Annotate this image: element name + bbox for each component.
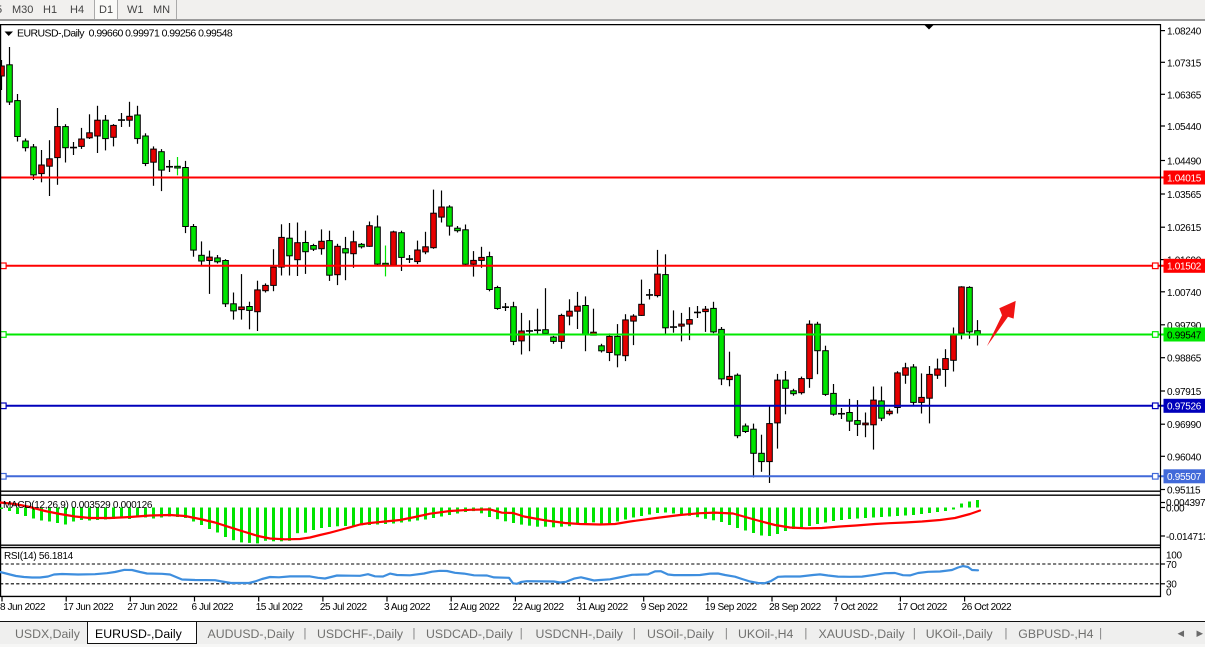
svg-text:0.99790: 0.99790 <box>1167 321 1202 332</box>
svg-text:31 Aug 2022: 31 Aug 2022 <box>577 602 629 613</box>
svg-text:1.06365: 1.06365 <box>1167 90 1202 101</box>
svg-text:1.00740: 1.00740 <box>1167 288 1202 299</box>
svg-text:-0.014713: -0.014713 <box>1166 532 1205 543</box>
svg-text:17 Oct 2022: 17 Oct 2022 <box>897 602 947 613</box>
svg-text:7 Oct 2022: 7 Oct 2022 <box>833 602 878 613</box>
svg-text:15 Jul 2022: 15 Jul 2022 <box>256 602 304 613</box>
svg-text:1.03565: 1.03565 <box>1167 190 1202 201</box>
svg-text:1.04015: 1.04015 <box>1167 173 1202 184</box>
svg-text:70: 70 <box>1166 560 1177 571</box>
svg-text:1.05440: 1.05440 <box>1167 122 1202 133</box>
svg-text:100: 100 <box>1166 550 1183 561</box>
svg-text:0.97526: 0.97526 <box>1167 402 1202 413</box>
svg-text:27 Jun 2022: 27 Jun 2022 <box>127 602 178 613</box>
svg-text:12 Aug 2022: 12 Aug 2022 <box>448 602 500 613</box>
svg-text:0.96990: 0.96990 <box>1167 420 1202 431</box>
svg-text:3 Aug 2022: 3 Aug 2022 <box>384 602 431 613</box>
svg-text:1.08240: 1.08240 <box>1167 27 1202 38</box>
svg-text:17 Jun 2022: 17 Jun 2022 <box>63 602 114 613</box>
svg-text:1.07315: 1.07315 <box>1167 58 1202 69</box>
svg-text:MACD(12,26,9) 0.003529 0.00012: MACD(12,26,9) 0.003529 0.000126 <box>3 500 153 511</box>
svg-text:9 Sep 2022: 9 Sep 2022 <box>641 602 689 613</box>
svg-text:0.00: 0.00 <box>1166 504 1185 515</box>
svg-text:19 Sep 2022: 19 Sep 2022 <box>705 602 758 613</box>
svg-text:1.04490: 1.04490 <box>1167 157 1202 168</box>
svg-text:28 Sep 2022: 28 Sep 2022 <box>769 602 822 613</box>
svg-text:0.96040: 0.96040 <box>1167 452 1202 463</box>
svg-text:0.95115: 0.95115 <box>1167 486 1201 497</box>
svg-text:EURUSD-,Daily 0.99660 0.99971: EURUSD-,Daily 0.99660 0.99971 0.99256 0.… <box>17 28 233 40</box>
svg-text:RSI(14) 56.1814: RSI(14) 56.1814 <box>4 551 74 562</box>
svg-text:8 Jun 2022: 8 Jun 2022 <box>0 602 46 613</box>
svg-text:22 Aug 2022: 22 Aug 2022 <box>512 602 564 613</box>
svg-text:0.99547: 0.99547 <box>1167 330 1202 341</box>
svg-text:0: 0 <box>1166 587 1172 598</box>
svg-text:6 Jul 2022: 6 Jul 2022 <box>192 602 235 613</box>
svg-text:0.97915: 0.97915 <box>1167 387 1202 398</box>
svg-text:0.95507: 0.95507 <box>1167 472 1202 483</box>
svg-text:1.01502: 1.01502 <box>1167 262 1202 273</box>
svg-text:30: 30 <box>1166 580 1177 591</box>
svg-text:0.004397: 0.004397 <box>1166 498 1205 509</box>
svg-text:1.02615: 1.02615 <box>1167 223 1202 234</box>
svg-text:26 Oct 2022: 26 Oct 2022 <box>962 602 1012 613</box>
svg-text:0.98865: 0.98865 <box>1167 354 1202 365</box>
svg-text:25 Jul 2022: 25 Jul 2022 <box>320 602 368 613</box>
